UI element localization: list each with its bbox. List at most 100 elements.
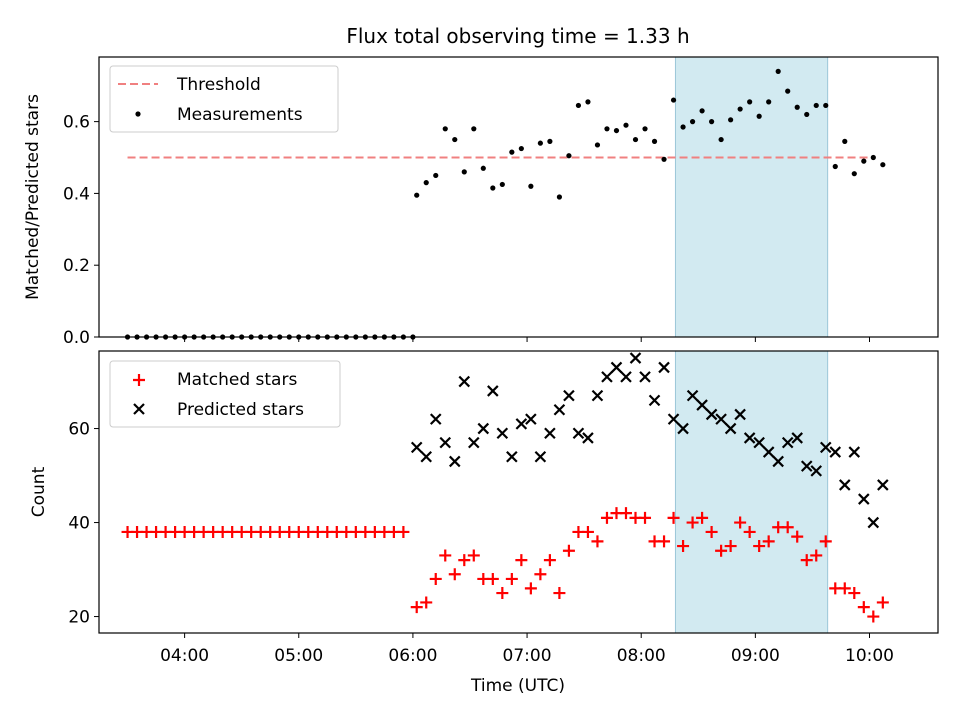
count-legend-box xyxy=(109,360,341,428)
y-tick-label: 40 xyxy=(68,514,90,534)
predicted-stars-points xyxy=(410,352,889,529)
measurement-point xyxy=(775,68,781,74)
measurement-point xyxy=(509,149,515,155)
matched-star-point xyxy=(429,572,442,585)
ratio-legend: Threshold Measurements xyxy=(109,65,339,133)
predicted-star-point xyxy=(620,371,632,383)
x-tick-label: 05:00 xyxy=(274,646,323,666)
predicted-star-point xyxy=(601,371,613,383)
predicted-star-point xyxy=(781,436,794,449)
matched-star-point xyxy=(639,511,652,524)
x-tick-label: 09:00 xyxy=(731,646,780,666)
matched-star-point xyxy=(496,587,509,600)
measurement-point xyxy=(518,145,524,152)
measurement-point xyxy=(499,181,505,188)
matched-star-point xyxy=(534,568,547,581)
predicted-star-point xyxy=(563,389,575,402)
matched-star-point xyxy=(686,516,699,529)
measurement-point xyxy=(851,171,857,177)
predicted-star-point xyxy=(439,436,452,449)
count-panel: 20 40 60 04:00 05:00 06:00 07:00 08:00 09:00 10:… xyxy=(29,350,939,666)
measurement-point xyxy=(585,99,591,105)
measurement-point xyxy=(747,99,753,105)
measurement-point xyxy=(689,119,696,125)
matched-star-point xyxy=(762,535,775,548)
count-legend: Matched stars Predicted stars xyxy=(109,360,341,428)
matched-star-point xyxy=(600,511,613,524)
predicted-star-point xyxy=(553,403,566,416)
predicted-star-point xyxy=(544,427,556,440)
predicted-star-point xyxy=(686,389,699,402)
matched-star-point xyxy=(467,549,480,562)
legend-measurements-label: Measurements xyxy=(177,105,303,125)
matched-star-point xyxy=(696,511,709,524)
ratio-legend-box xyxy=(109,65,339,133)
predicted-star-point xyxy=(629,352,642,364)
matched-star-point xyxy=(581,525,594,538)
predicted-star-point xyxy=(525,413,537,425)
x-tick-label: 08:00 xyxy=(617,646,666,666)
measurement-point xyxy=(490,185,496,191)
x-tick-label: 04:00 xyxy=(160,646,209,666)
legend-matched-swatch xyxy=(133,374,145,386)
matched-stars-points xyxy=(121,507,889,623)
matched-star-point xyxy=(410,601,423,614)
matched-star-point xyxy=(397,525,410,538)
predicted-star-point xyxy=(448,455,461,468)
matched-star-point xyxy=(591,535,604,548)
matched-star-point xyxy=(848,587,861,600)
shaded-interval-bottom xyxy=(674,350,829,634)
predicted-star-point xyxy=(810,465,823,477)
matched-star-point xyxy=(677,540,690,553)
predicted-star-point xyxy=(477,422,490,435)
count-axes-frame xyxy=(98,350,939,634)
predicted-star-point xyxy=(648,394,661,407)
measurement-point xyxy=(785,88,791,94)
measurement-point xyxy=(594,142,601,148)
y-tick-label: 60 xyxy=(68,420,90,440)
measurement-point xyxy=(832,163,838,170)
predicted-star-point xyxy=(458,375,471,388)
predicted-star-point xyxy=(762,446,775,458)
measurement-point xyxy=(756,113,762,119)
measurement-point xyxy=(471,126,477,132)
measurement-point xyxy=(680,124,686,130)
predicted-star-point xyxy=(705,408,718,421)
matched-star-point xyxy=(524,582,537,595)
measurement-point xyxy=(566,153,572,159)
predicted-star-point xyxy=(582,432,594,444)
predicted-star-point xyxy=(734,408,746,421)
predicted-star-point xyxy=(839,479,851,491)
legend-predicted-swatch xyxy=(133,403,145,415)
measurement-point xyxy=(670,97,677,103)
predicted-star-point xyxy=(743,432,756,444)
measurement-point xyxy=(547,138,553,144)
measurement-point xyxy=(528,183,534,189)
measurement-point xyxy=(870,154,876,161)
predicted-star-point xyxy=(420,450,433,463)
predicted-star-point xyxy=(696,399,708,411)
measurement-point xyxy=(632,136,639,143)
count-y-ticks: 20 40 60 xyxy=(68,420,99,628)
matched-star-point xyxy=(458,554,471,567)
x-tick-label: 10:00 xyxy=(845,646,894,666)
matched-star-point xyxy=(562,544,575,557)
predicted-star-point xyxy=(410,441,423,454)
measurement-point xyxy=(737,106,743,112)
legend-predicted-label: Predicted stars xyxy=(177,400,304,420)
matched-star-point xyxy=(667,511,680,524)
predicted-star-point xyxy=(677,422,689,435)
measurement-point xyxy=(414,192,420,198)
predicted-star-point xyxy=(496,427,509,440)
measurement-point xyxy=(699,108,705,114)
predicted-star-point xyxy=(639,371,651,383)
predicted-star-point xyxy=(572,427,585,440)
matched-star-point xyxy=(819,535,832,548)
count-x-ticks: 04:00 05:00 06:00 07:00 08:00 09:00 10:00 xyxy=(160,633,894,666)
predicted-star-point xyxy=(724,422,737,435)
matched-star-point xyxy=(810,549,823,562)
predicted-star-point xyxy=(848,446,861,458)
predicted-star-point xyxy=(819,441,832,454)
matched-star-point xyxy=(619,507,632,520)
